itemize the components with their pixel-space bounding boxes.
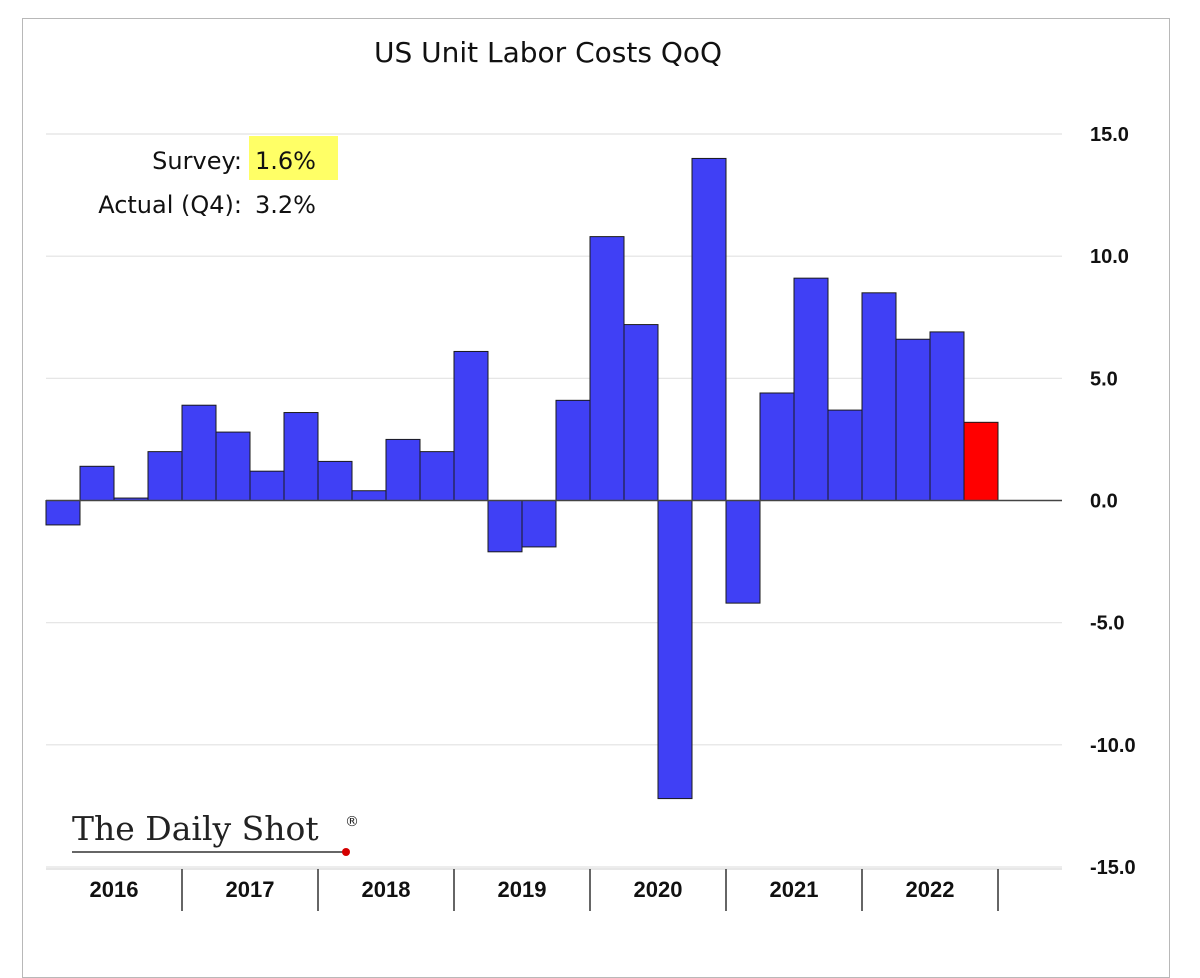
survey-label: Survey: (152, 147, 242, 175)
bar (657, 500, 693, 800)
logo-text: The Daily Shot (72, 809, 319, 848)
bar (283, 412, 319, 502)
bar (385, 438, 421, 501)
bars (45, 157, 999, 800)
y-tick-label: -15.0 (1090, 857, 1136, 879)
x-tick-label: 2022 (906, 877, 955, 902)
bar (487, 500, 523, 553)
bar (147, 451, 183, 501)
chart-title: US Unit Labor Costs QoQ (374, 36, 722, 69)
bar (895, 338, 931, 501)
x-axis: 2016 2017 2018 2019 2020 2021 2022 (46, 868, 1062, 911)
bar (317, 460, 353, 502)
x-tick-label: 2018 (362, 877, 411, 902)
bar (453, 350, 489, 501)
bar (793, 277, 829, 502)
bar (623, 324, 659, 501)
y-tick-label: 0.0 (1090, 491, 1118, 513)
x-tick-label: 2016 (90, 877, 139, 902)
bar (181, 404, 217, 501)
x-tick-label: 2019 (498, 877, 547, 902)
bar (351, 490, 387, 501)
bar (419, 451, 455, 501)
y-tick-label: 5.0 (1090, 368, 1118, 390)
x-tick-label: 2017 (226, 877, 275, 902)
annotation-box: Survey: 1.6% Actual (Q4): 3.2% (98, 136, 338, 219)
bar (759, 392, 795, 502)
survey-highlight (249, 136, 338, 180)
bar (725, 500, 761, 604)
registered-mark: ® (345, 814, 359, 830)
y-tick-label: 15.0 (1090, 124, 1129, 146)
y-tick-label: -10.0 (1090, 735, 1136, 757)
bar (521, 500, 557, 548)
bar (691, 157, 727, 502)
daily-shot-logo: The Daily Shot ® (72, 809, 359, 856)
survey-value: 1.6% (255, 147, 316, 175)
bar (929, 331, 965, 501)
bar (589, 236, 625, 501)
bar (79, 465, 115, 501)
bar (45, 500, 81, 526)
y-tick-label: 10.0 (1090, 246, 1129, 268)
bar (555, 399, 591, 501)
logo-red-dot (342, 848, 350, 856)
bar (827, 409, 863, 502)
bar (861, 292, 897, 502)
y-tick-label: -5.0 (1090, 613, 1124, 635)
bar (215, 431, 251, 501)
bar (249, 470, 285, 501)
bar (963, 421, 999, 501)
x-tick-label: 2020 (634, 877, 683, 902)
y-axis: 15.0 10.0 5.0 0.0 -5.0 -10.0 -15.0 (1090, 124, 1136, 879)
actual-value: 3.2% (255, 191, 316, 219)
x-tick-label: 2021 (770, 877, 819, 902)
actual-label: Actual (Q4): (98, 191, 242, 219)
